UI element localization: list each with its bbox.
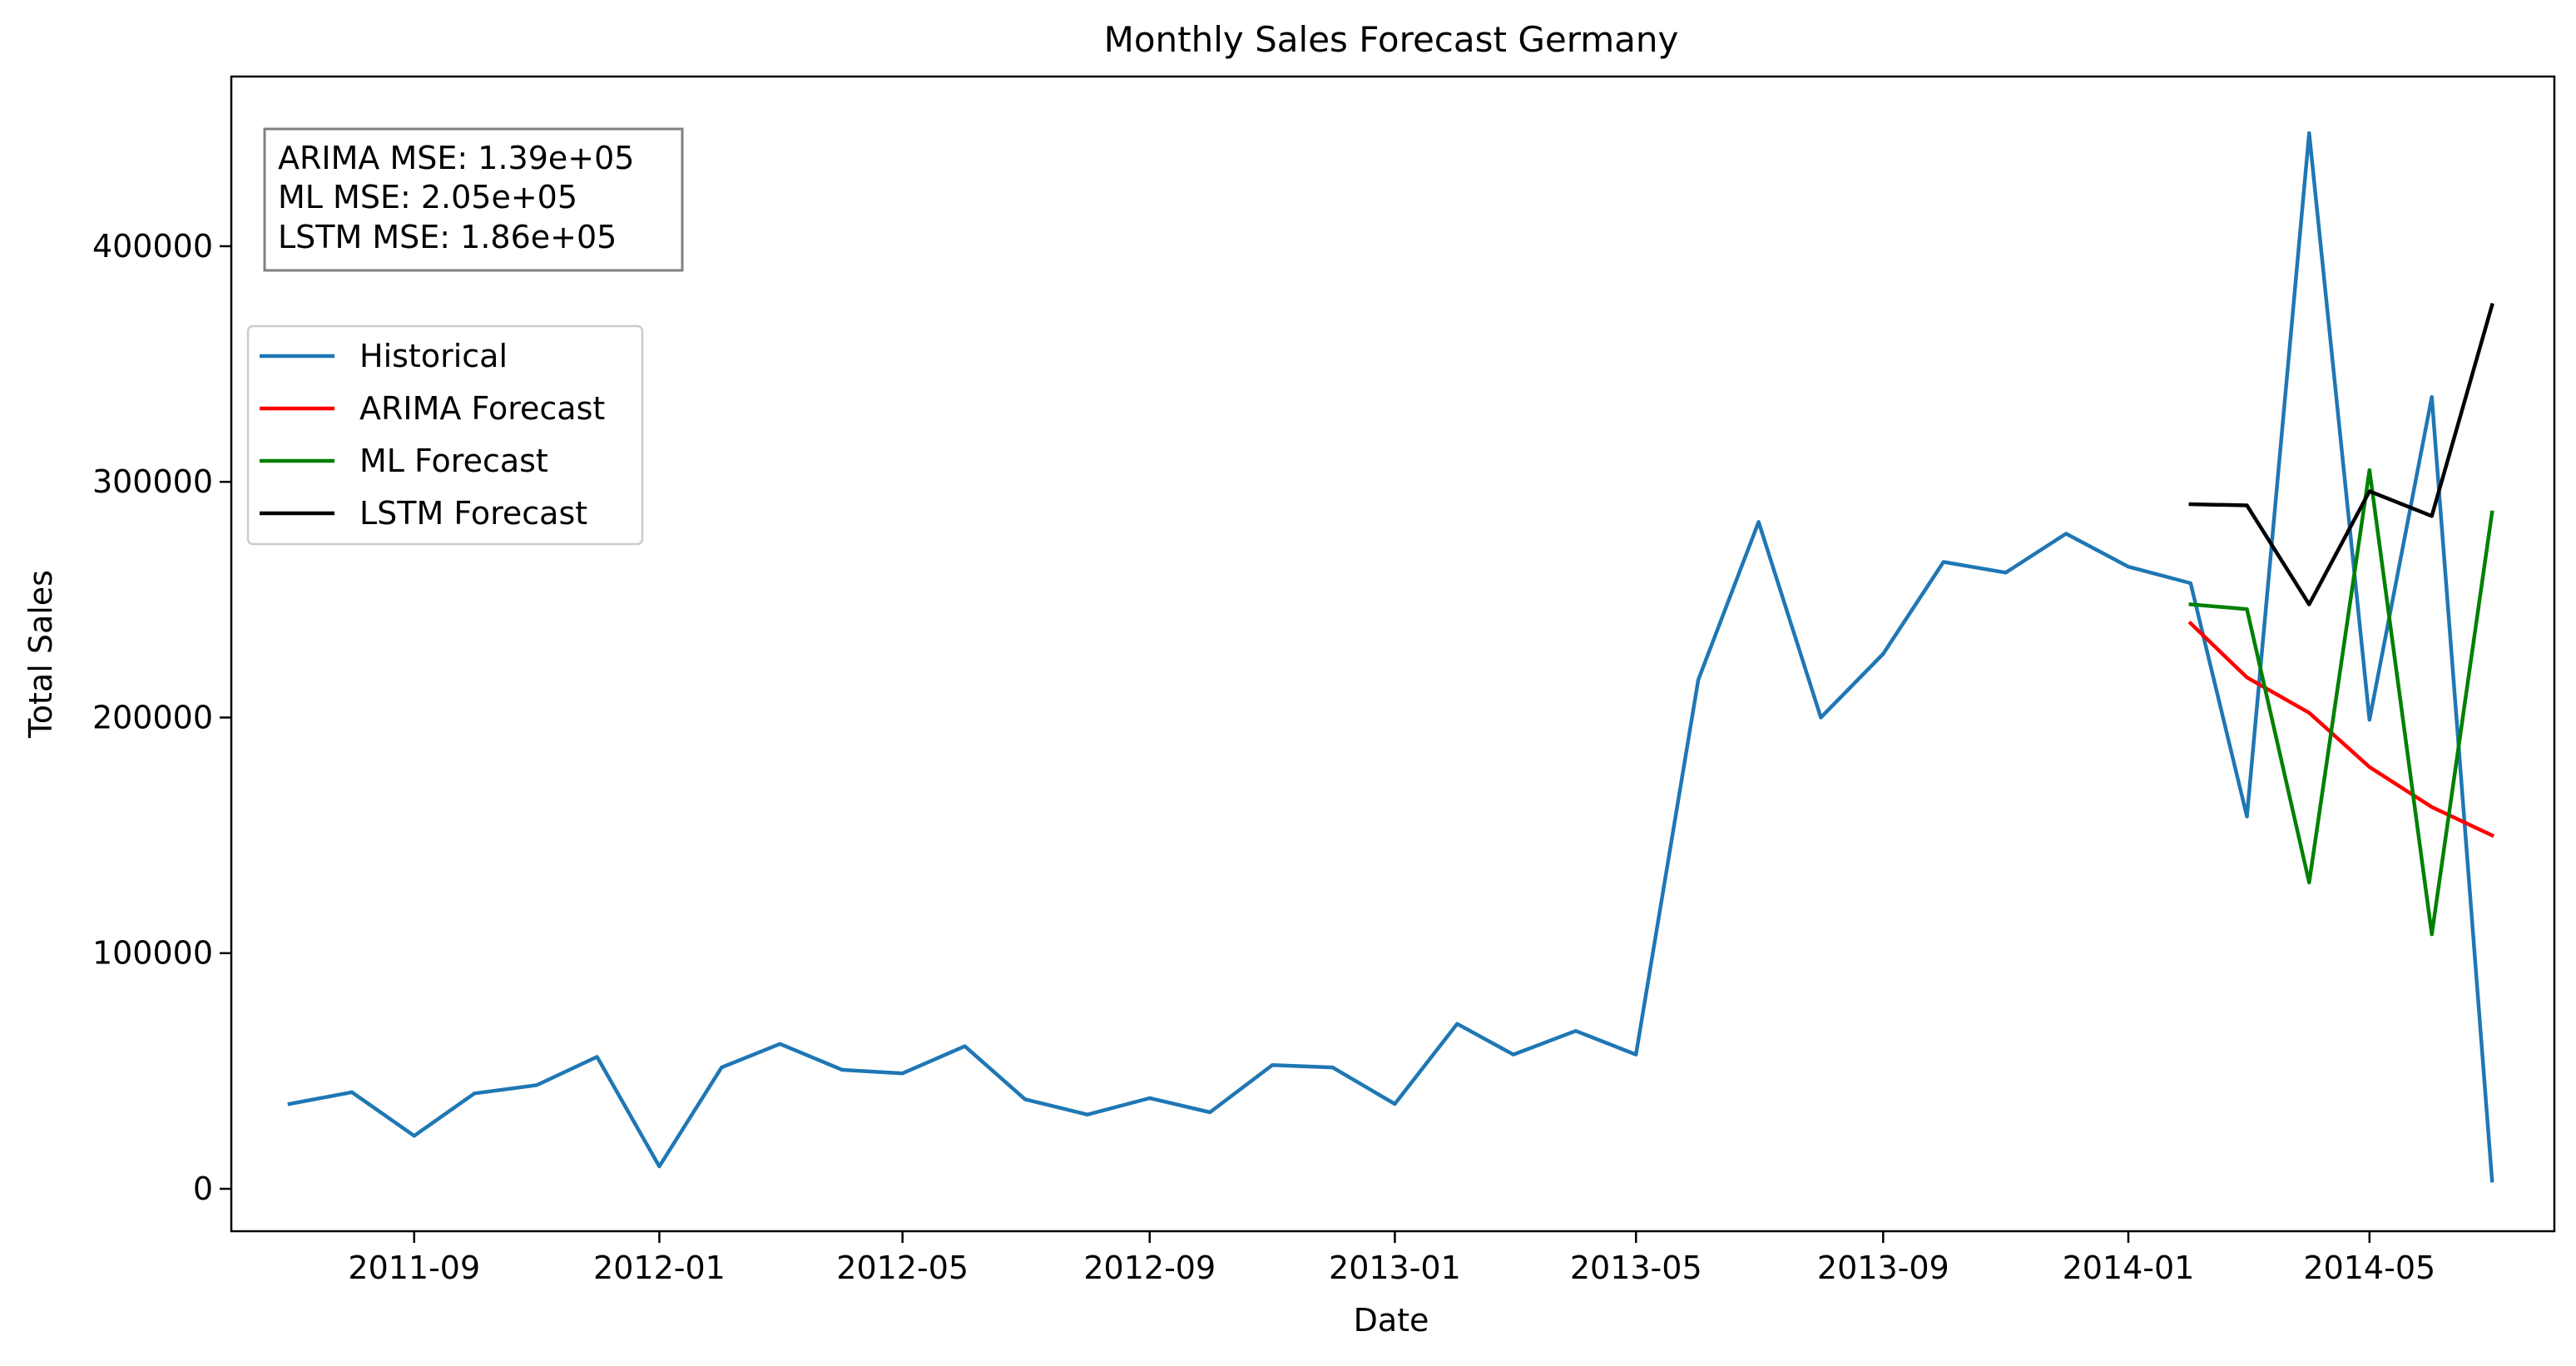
y-tick-label: 300000	[92, 463, 213, 500]
x-tick-label: 2012-01	[593, 1250, 726, 1286]
plot-layer	[287, 131, 2495, 1183]
plot-frame	[230, 75, 2556, 1233]
y-tick-label: 400000	[92, 228, 213, 265]
x-tick-label: 2012-09	[1083, 1250, 1216, 1286]
x-axis-ticks: 2011-09 2012-01 2012-05 2012-09 2013-01 2013-…	[348, 1231, 2435, 1286]
x-axis-label: Date	[1354, 1302, 1429, 1339]
metrics-box-frame	[263, 127, 684, 272]
metrics-box: ARIMA MSE: 1.39e+05 ML MSE: 2.05e+05 LST…	[263, 127, 684, 272]
legend-label-arima-forecast: ARIMA Forecast	[359, 390, 605, 427]
legend-label-historical: Historical	[359, 338, 508, 374]
series-line-ml-forecast	[2188, 468, 2494, 937]
y-tick-label: 100000	[92, 935, 213, 972]
x-tick-label: 2013-09	[1817, 1250, 1949, 1286]
series-line-arima-forecast	[2187, 621, 2495, 839]
legend: Historical ARIMA Forecast ML Forecast LSTM …	[246, 324, 644, 546]
legend-label-lstm-forecast: LSTM Forecast	[359, 495, 587, 532]
x-tick-label: 2013-01	[1329, 1250, 1461, 1286]
series-line-historical	[287, 131, 2494, 1183]
x-tick-label: 2011-09	[348, 1250, 480, 1286]
metric-ml: ML MSE: 2.05e+05	[278, 179, 577, 215]
legend-items: Historical ARIMA Forecast ML Forecast LSTM …	[260, 338, 605, 532]
x-tick-label: 2014-05	[2303, 1250, 2435, 1286]
chart-title: Monthly Sales Forecast Germany	[1104, 19, 1679, 60]
legend-frame	[246, 324, 644, 546]
legend-label-ml-forecast: ML Forecast	[359, 443, 548, 479]
x-tick-label: 2014-01	[2063, 1250, 2195, 1286]
y-axis-ticks: 0 100000 200000 300000 400000	[92, 228, 231, 1207]
metric-lstm: LSTM MSE: 1.86e+05	[278, 219, 617, 255]
x-tick-label: 2012-05	[836, 1250, 968, 1286]
series-line-lstm-forecast	[2188, 303, 2494, 606]
metric-arima: ARIMA MSE: 1.39e+05	[278, 140, 634, 176]
y-tick-label: 0	[193, 1171, 213, 1207]
x-tick-label: 2013-05	[1570, 1250, 1702, 1286]
y-tick-label: 200000	[92, 699, 213, 735]
y-axis-label: Total Sales	[22, 570, 59, 739]
